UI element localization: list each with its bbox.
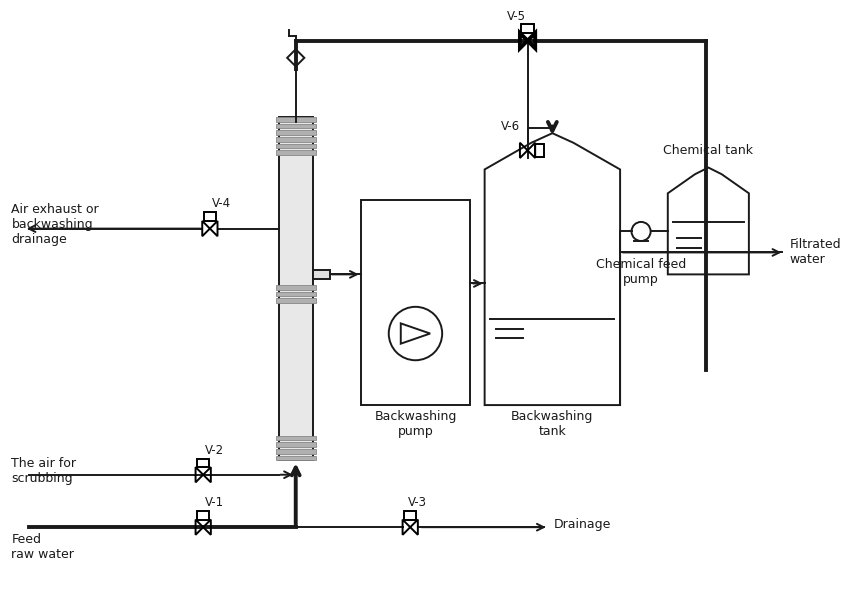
Text: Backwashing
pump: Backwashing pump bbox=[375, 410, 456, 438]
Bar bbox=[204, 212, 216, 221]
Text: Chemical tank: Chemical tank bbox=[663, 144, 754, 157]
Bar bbox=[360, 200, 471, 405]
Text: Chemical feed
pump: Chemical feed pump bbox=[596, 258, 686, 286]
Text: Filtrated
water: Filtrated water bbox=[790, 239, 841, 267]
Text: V-5: V-5 bbox=[507, 10, 525, 23]
Bar bbox=[197, 511, 210, 520]
Text: V-2: V-2 bbox=[205, 444, 224, 457]
Bar bbox=[275, 144, 316, 148]
Bar bbox=[275, 456, 316, 460]
Bar bbox=[275, 298, 316, 303]
Bar bbox=[279, 117, 313, 460]
Bar bbox=[275, 285, 316, 289]
Bar bbox=[275, 449, 316, 454]
Bar bbox=[536, 144, 544, 157]
Text: The air for
scrubbing: The air for scrubbing bbox=[12, 457, 77, 485]
Text: V-6: V-6 bbox=[501, 120, 520, 133]
Text: Backwashing
tank: Backwashing tank bbox=[511, 410, 594, 438]
Text: V-3: V-3 bbox=[408, 496, 427, 509]
Bar bbox=[521, 25, 534, 33]
Text: Air exhaust or
backwashing
drainage: Air exhaust or backwashing drainage bbox=[12, 203, 99, 246]
Bar bbox=[275, 117, 316, 122]
Bar bbox=[404, 511, 417, 520]
Bar bbox=[275, 435, 316, 440]
Bar bbox=[275, 443, 316, 447]
Text: Drainage: Drainage bbox=[553, 518, 610, 531]
Text: V-1: V-1 bbox=[205, 496, 224, 509]
Bar bbox=[313, 270, 330, 279]
Bar bbox=[197, 459, 210, 467]
Bar bbox=[275, 124, 316, 129]
Text: Feed
raw water: Feed raw water bbox=[12, 533, 74, 561]
Bar bbox=[275, 137, 316, 142]
Bar bbox=[275, 150, 316, 155]
Bar bbox=[275, 292, 316, 297]
Text: V-4: V-4 bbox=[212, 197, 231, 210]
Bar bbox=[275, 130, 316, 135]
